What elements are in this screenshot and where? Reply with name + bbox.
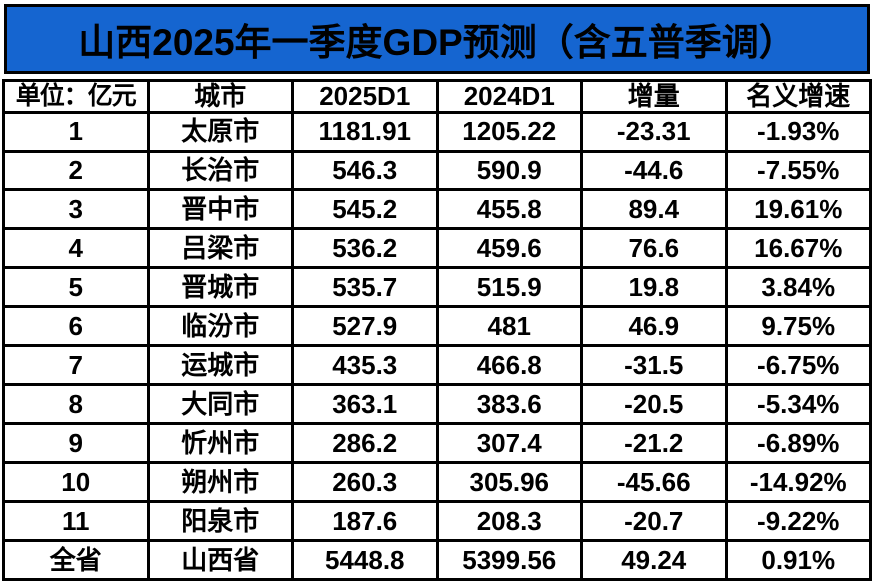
column-header-city: 城市 [146, 79, 294, 114]
cell-2024d1: 515.9 [435, 266, 583, 309]
cell-city: 大同市 [146, 383, 294, 426]
cell-rank: 7 [2, 344, 150, 387]
table-row: 2 长治市 546.3 590.9 -44.6 -7.55% [2, 149, 872, 192]
cell-2024d1: 455.8 [435, 188, 583, 231]
cell-2025d1: 260.3 [291, 461, 439, 503]
cell-growth: 9.75% [724, 305, 872, 348]
cell-city: 吕梁市 [146, 227, 294, 270]
table-row: 8 大同市 363.1 383.6 -20.5 -5.34% [2, 383, 872, 426]
cell-city: 长治市 [146, 149, 294, 192]
cell-rank: 4 [2, 227, 150, 270]
cell-2024d1: 305.96 [435, 461, 583, 503]
cell-city: 朔州市 [146, 461, 294, 503]
table-row: 1 太原市 1181.91 1205.22 -23.31 -1.93% [2, 110, 872, 153]
cell-2025d1: 1181.91 [291, 110, 439, 153]
cell-2025d1: 187.6 [291, 499, 439, 542]
cell-rank: 9 [2, 422, 150, 465]
cell-growth: -6.89% [724, 422, 872, 465]
cell-growth: -5.34% [724, 383, 872, 426]
cell-rank: 1 [2, 110, 150, 153]
cell-growth: -6.75% [724, 344, 872, 387]
cell-delta: -44.6 [580, 149, 728, 192]
cell-delta: -31.5 [580, 344, 728, 387]
cell-growth: -7.55% [724, 149, 872, 192]
cell-city: 晋中市 [146, 188, 294, 231]
cell-2024d1: 459.6 [435, 227, 583, 270]
cell-city: 运城市 [146, 344, 294, 387]
cell-2024d1: 5399.56 [435, 538, 583, 581]
table-row: 10 朔州市 260.3 305.96 -45.66 -14.92% [2, 461, 872, 503]
page-title: 山西2025年一季度GDP预测（含五普季调） [78, 22, 796, 63]
column-header-2025d1: 2025D1 [291, 79, 439, 114]
cell-city: 阳泉市 [146, 499, 294, 542]
cell-rank: 全省 [2, 538, 150, 581]
cell-2025d1: 5448.8 [291, 538, 439, 581]
column-header-growth: 名义增速 [724, 79, 872, 114]
cell-2024d1: 466.8 [435, 344, 583, 387]
cell-growth: 16.67% [724, 227, 872, 270]
cell-growth: 0.91% [724, 538, 872, 581]
column-header-unit: 单位：亿元 [2, 79, 150, 114]
cell-rank: 8 [2, 383, 150, 426]
cell-growth: -9.22% [724, 499, 872, 542]
cell-delta: 76.6 [580, 227, 728, 270]
table-row: 9 忻州市 286.2 307.4 -21.2 -6.89% [2, 422, 872, 465]
column-header-delta: 增量 [580, 79, 728, 114]
cell-2024d1: 208.3 [435, 499, 583, 542]
cell-delta: 89.4 [580, 188, 728, 231]
cell-rank: 11 [2, 499, 150, 542]
column-header-2024d1: 2024D1 [435, 79, 583, 114]
cell-2024d1: 481 [435, 305, 583, 348]
cell-2024d1: 307.4 [435, 422, 583, 465]
cell-2025d1: 535.7 [291, 266, 439, 309]
cell-rank: 5 [2, 266, 150, 309]
cell-2025d1: 536.2 [291, 227, 439, 270]
gdp-table-body: 1 太原市 1181.91 1205.22 -23.31 -1.93% 2 长治市 546.3 5… [2, 110, 872, 581]
table-row: 11 阳泉市 187.6 208.3 -20.7 -9.22% [2, 499, 872, 542]
cell-delta: -23.31 [580, 110, 728, 153]
cell-delta: -21.2 [580, 422, 728, 465]
cell-growth: 3.84% [724, 266, 872, 309]
cell-delta: -20.5 [580, 383, 728, 426]
cell-2025d1: 545.2 [291, 188, 439, 231]
cell-2025d1: 363.1 [291, 383, 439, 426]
cell-growth: -1.93% [724, 110, 872, 153]
cell-delta: 46.9 [580, 305, 728, 348]
table-row: 4 吕梁市 536.2 459.6 76.6 16.67% [2, 227, 872, 270]
cell-city: 太原市 [146, 110, 294, 153]
table-row: 7 运城市 435.3 466.8 -31.5 -6.75% [2, 344, 872, 387]
cell-delta: 19.8 [580, 266, 728, 309]
table-row: 3 晋中市 545.2 455.8 89.4 19.61% [2, 188, 872, 231]
cell-2025d1: 435.3 [291, 344, 439, 387]
cell-rank: 6 [2, 305, 150, 348]
cell-2025d1: 527.9 [291, 305, 439, 348]
cell-delta: -20.7 [580, 499, 728, 542]
cell-rank: 2 [2, 149, 150, 192]
cell-city: 临汾市 [146, 305, 294, 348]
cell-city: 山西省 [146, 538, 294, 581]
cell-rank: 3 [2, 188, 150, 231]
cell-2025d1: 286.2 [291, 422, 439, 465]
cell-city: 晋城市 [146, 266, 294, 309]
cell-delta: 49.24 [580, 538, 728, 581]
cell-growth: -14.92% [724, 461, 872, 503]
cell-city: 忻州市 [146, 422, 294, 465]
cell-2024d1: 1205.22 [435, 110, 583, 153]
table-row: 6 临汾市 527.9 481 46.9 9.75% [2, 305, 872, 348]
title-banner: 山西2025年一季度GDP预测（含五普季调） [4, 4, 870, 74]
table-row: 全省 山西省 5448.8 5399.56 49.24 0.91% [2, 538, 872, 581]
gdp-table-header: 单位：亿元 城市 2025D1 2024D1 增量 名义增速 [2, 79, 872, 114]
cell-2024d1: 590.9 [435, 149, 583, 192]
gdp-table: 单位：亿元 城市 2025D1 2024D1 增量 名义增速 1 太原市 1181.… [2, 79, 872, 581]
cell-2024d1: 383.6 [435, 383, 583, 426]
header-row: 单位：亿元 城市 2025D1 2024D1 增量 名义增速 [2, 79, 872, 114]
cell-growth: 19.61% [724, 188, 872, 231]
table-row: 5 晋城市 535.7 515.9 19.8 3.84% [2, 266, 872, 309]
cell-2025d1: 546.3 [291, 149, 439, 192]
cell-rank: 10 [2, 461, 150, 503]
cell-delta: -45.66 [580, 461, 728, 503]
